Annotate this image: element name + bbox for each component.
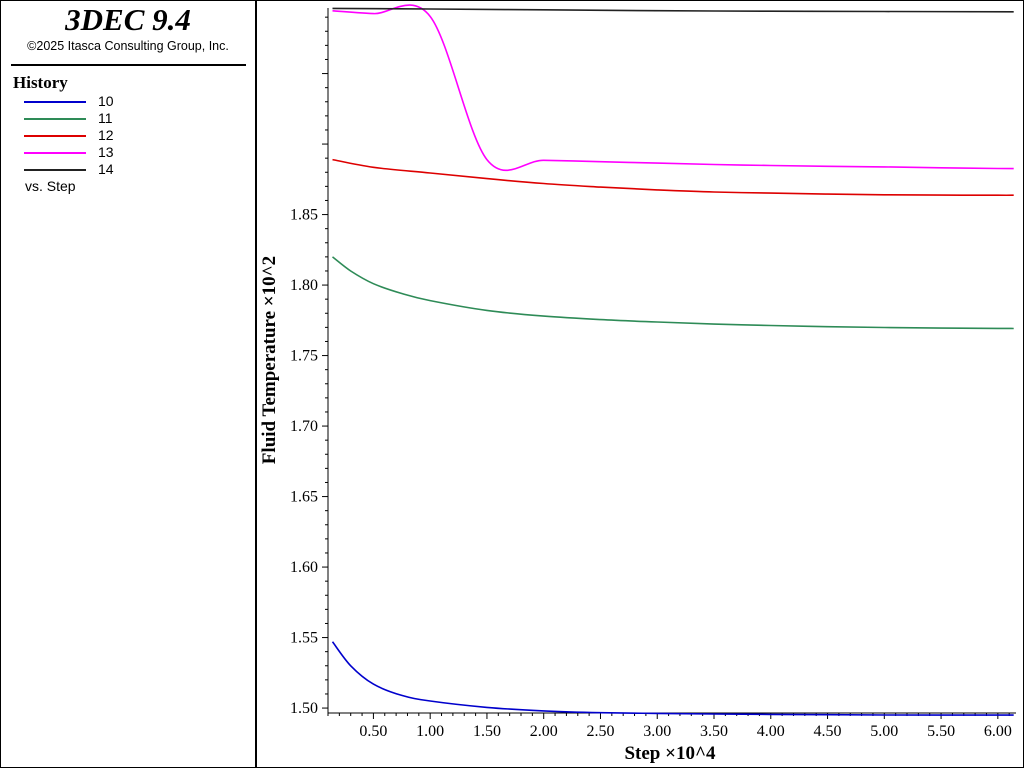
x-tick-label: 4.00 <box>757 723 785 740</box>
chart-axes <box>327 8 1016 714</box>
legend-swatch <box>24 152 86 154</box>
x-tick-label: 5.50 <box>927 723 955 740</box>
legend-swatch <box>24 135 86 137</box>
legend-item-10: 10 <box>1 93 201 110</box>
x-axis-ticks: 0.50 1.00 1.50 2.00 2.50 3.00 3.50 4.00 4.50 5.00… <box>327 713 1012 740</box>
series-layer <box>331 4 1014 716</box>
legend-label: 13 <box>98 144 114 160</box>
y-axis-title: Fluid Temperature ×10^2 <box>259 256 280 464</box>
legend-vs-label: vs. Step <box>25 178 76 194</box>
y-tick-label: 1.75 <box>290 348 318 365</box>
x-tick-label: 6.00 <box>984 723 1012 740</box>
header-divider <box>11 64 246 66</box>
legend-item-14: 14 <box>1 161 201 178</box>
y-axis-ticks: 1.50 1.55 1.60 1.65 1.70 1.75 1.80 1.85 <box>290 16 328 717</box>
y-tick-label: 1.55 <box>290 630 318 647</box>
x-tick-label: 2.50 <box>586 723 614 740</box>
legend-item-12: 12 <box>1 127 201 144</box>
panel-divider <box>255 0 257 767</box>
x-tick-label: 1.50 <box>473 723 501 740</box>
legend-swatch <box>24 169 86 171</box>
legend-item-11: 11 <box>1 110 201 127</box>
legend-swatch <box>24 118 86 120</box>
y-tick-label: 1.65 <box>290 489 318 506</box>
series-line-14 <box>332 7 1014 13</box>
x-tick-label: 4.50 <box>814 723 842 740</box>
series-line-13 <box>332 4 1014 172</box>
series-line-10 <box>331 641 1014 716</box>
series-line-11 <box>332 256 1014 330</box>
x-tick-label: 3.50 <box>700 723 728 740</box>
series-line-12 <box>332 158 1014 197</box>
legend-label: 10 <box>98 93 114 109</box>
x-tick-label: 2.00 <box>530 723 558 740</box>
y-tick-label: 1.85 <box>290 207 318 224</box>
legend-item-13: 13 <box>1 144 201 161</box>
y-tick-label: 1.80 <box>290 277 318 294</box>
y-tick-label: 1.70 <box>290 418 318 435</box>
legend-label: 11 <box>98 110 113 126</box>
legend-label: 14 <box>98 161 114 177</box>
y-tick-label: 1.50 <box>290 700 318 717</box>
copyright-text: ©2025 Itasca Consulting Group, Inc. <box>27 39 229 53</box>
legend-swatch <box>24 101 86 103</box>
x-tick-label: 0.50 <box>359 723 387 740</box>
legend-heading: History <box>13 73 68 92</box>
app-title: 3DEC 9.4 <box>65 2 191 37</box>
x-tick-label: 1.00 <box>416 723 444 740</box>
legend-label: 12 <box>98 127 114 143</box>
x-tick-label: 3.00 <box>643 723 671 740</box>
y-tick-label: 1.60 <box>290 559 318 576</box>
x-axis-title: Step ×10^4 <box>624 743 716 764</box>
x-tick-label: 5.00 <box>870 723 898 740</box>
legend-panel: 3DEC 9.4 ©2025 Itasca Consulting Group, … <box>1 1 255 766</box>
